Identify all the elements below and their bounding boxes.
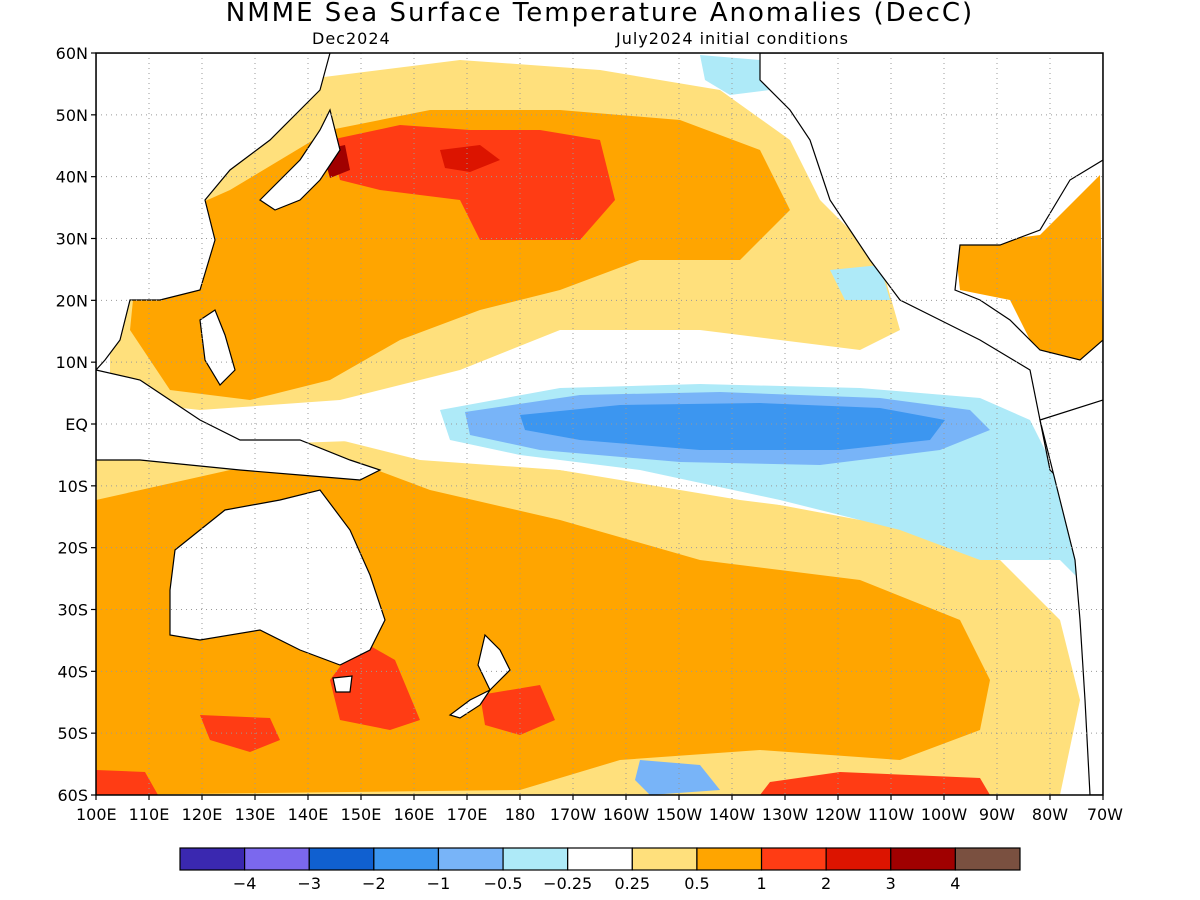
lat-label: 40N — [56, 168, 88, 187]
lon-label: 130W — [762, 805, 809, 824]
lon-label: 180 — [505, 805, 536, 824]
colorbar-swatch — [825, 847, 892, 871]
lon-label: 100W — [921, 805, 968, 824]
lat-label: 30N — [56, 230, 88, 249]
colorbar-label: 1 — [756, 874, 766, 893]
anomaly-south-cool — [635, 760, 720, 795]
initial-conditions: July2024 initial conditions — [616, 29, 849, 48]
colorbar-swatch — [502, 847, 569, 871]
land-south-america — [1039, 399, 1103, 795]
colorbar-label: 3 — [886, 874, 896, 893]
lon-label: 160W — [603, 805, 650, 824]
lon-label: 160E — [394, 805, 435, 824]
anomaly-kuroshio-red — [330, 125, 615, 240]
colorbar-swatch — [308, 847, 375, 871]
colorbar-swatch — [373, 847, 440, 871]
colorbar-label: −2 — [362, 874, 386, 893]
latitude-labels: 60N 50N 40N 30N 20N 10N EQ 10S 20S 30S 40S 50S 60S — [56, 44, 96, 805]
colorbar: −4 −3 −2 −1 −0.5 −0.25 0.25 0.5 1 2 3 4 — [179, 847, 1021, 893]
lon-label: 170E — [447, 805, 488, 824]
land-japan — [259, 108, 341, 211]
lon-label: 150E — [341, 805, 382, 824]
colorbar-swatch — [696, 847, 763, 871]
lon-label: 110E — [129, 805, 170, 824]
lon-label: 170W — [550, 805, 597, 824]
anomaly-north-cool — [700, 55, 770, 95]
colorbar-label: 0.25 — [614, 874, 650, 893]
anomaly-southern-ocean-red — [200, 715, 280, 752]
lat-label: 50S — [57, 724, 88, 743]
colorbar-swatch — [631, 847, 698, 871]
lat-label: 20N — [56, 291, 88, 310]
lon-label: 90W — [979, 805, 1015, 824]
colorbar-label: −0.25 — [543, 874, 592, 893]
lat-label: EQ — [65, 415, 88, 434]
lon-label: 140W — [709, 805, 756, 824]
anomaly-nz-east-red — [480, 685, 555, 735]
lon-label: 130E — [235, 805, 276, 824]
colorbar-swatch — [954, 847, 1021, 871]
lat-label: 10S — [57, 477, 88, 496]
land-nz-north — [477, 633, 511, 692]
lat-label: 40S — [57, 662, 88, 681]
anomaly-southeast-red — [760, 772, 990, 795]
lat-label: 20S — [57, 539, 88, 558]
colorbar-swatch — [179, 847, 246, 871]
lat-label: 50N — [56, 106, 88, 125]
colorbar-label: −0.5 — [484, 874, 523, 893]
lat-label: 10N — [56, 353, 88, 372]
colorbar-swatch — [567, 847, 633, 871]
lat-lon-grid — [96, 53, 1103, 795]
map-title: NMME Sea Surface Temperature Anomalies (… — [225, 0, 975, 28]
anomaly-ca-coast-cool — [830, 265, 890, 300]
land-philippines — [199, 309, 236, 386]
lat-label: 60S — [57, 786, 88, 805]
anomaly-gulf-orange — [955, 175, 1103, 360]
lon-label: 120E — [182, 805, 223, 824]
colorbar-swatch — [760, 847, 827, 871]
anomaly-sw-corner-red — [96, 770, 158, 795]
colorbar-swatch — [890, 847, 956, 871]
longitude-labels: 100E 110E 120E 130E 140E 150E 160E 170E 180 170W 1… — [76, 795, 1123, 824]
lon-label: 80W — [1032, 805, 1068, 824]
colorbar-label: 4 — [950, 874, 960, 893]
forecast-month: Dec2024 — [312, 29, 391, 48]
lat-label: 30S — [57, 601, 88, 620]
land-nz-south — [448, 688, 492, 719]
colorbar-swatch — [437, 847, 504, 871]
colorbar-label: −3 — [297, 874, 321, 893]
lon-label: 140E — [288, 805, 329, 824]
land-australia — [169, 489, 386, 666]
land-indonesia — [96, 369, 382, 481]
lat-label: 60N — [56, 44, 88, 63]
lon-label: 110W — [868, 805, 915, 824]
colorbar-label: −1 — [427, 874, 451, 893]
lon-label: 120W — [815, 805, 862, 824]
land-tasmania — [332, 675, 353, 693]
lon-label: 100E — [76, 805, 117, 824]
anomaly-kuroshio-core — [440, 145, 500, 172]
land-asia — [96, 53, 331, 371]
lon-label: 70W — [1087, 805, 1123, 824]
colorbar-swatch — [244, 847, 310, 871]
lon-label: 150W — [656, 805, 703, 824]
colorbar-label: 0.5 — [684, 874, 709, 893]
colorbar-label: 2 — [821, 874, 831, 893]
colorbar-label: −4 — [233, 874, 257, 893]
land-outlines — [96, 53, 1103, 795]
anomaly-tasman-red — [330, 640, 420, 730]
